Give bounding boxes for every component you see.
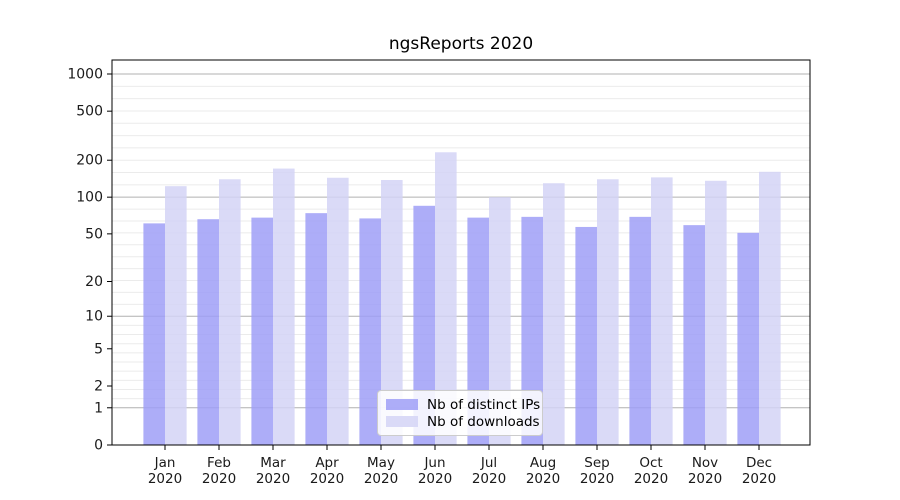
bar-distinct-ips [197, 219, 219, 445]
bar-distinct-ips [629, 216, 651, 445]
bar-downloads [489, 197, 511, 445]
y-tick-label: 200 [76, 153, 103, 169]
x-tick-label-month: Oct [639, 455, 662, 471]
x-tick-label-year: 2020 [526, 471, 560, 487]
legend-entry-downloads: Nb of downloads [386, 413, 540, 430]
bar-distinct-ips [737, 232, 759, 445]
x-tick-label-year: 2020 [364, 471, 398, 487]
x-tick-label-year: 2020 [742, 471, 776, 487]
y-tick-label: 1 [94, 400, 103, 416]
x-tick-label-year: 2020 [310, 471, 344, 487]
x-tick-label-year: 2020 [634, 471, 668, 487]
bar-distinct-ips [683, 225, 705, 445]
x-tick-label-year: 2020 [580, 471, 614, 487]
bar-downloads [651, 177, 673, 445]
bar-downloads [219, 179, 241, 445]
bar-downloads [597, 179, 619, 445]
bar-downloads [327, 177, 349, 445]
bar-distinct-ips [251, 217, 273, 445]
bar-distinct-ips [467, 217, 489, 445]
legend-entry-distinct-ips: Nb of distinct IPs [386, 396, 540, 413]
y-tick-label: 1000 [67, 67, 103, 83]
x-tick-label-year: 2020 [202, 471, 236, 487]
legend: Nb of distinct IPs Nb of downloads [377, 390, 543, 436]
x-tick-label-month: Aug [530, 455, 556, 471]
chart-title: ngsReports 2020 [388, 34, 534, 54]
legend-label-downloads: Nb of downloads [427, 413, 540, 430]
x-tick-label-month: Nov [692, 455, 718, 471]
x-tick-label-year: 2020 [256, 471, 290, 487]
bar-downloads [273, 168, 295, 445]
bar-distinct-ips [575, 226, 597, 445]
x-tick-label-month: Jul [480, 455, 497, 471]
bar-downloads [705, 180, 727, 445]
bar-distinct-ips [359, 218, 381, 445]
y-tick-label: 500 [76, 104, 103, 120]
x-tick-label-year: 2020 [418, 471, 452, 487]
y-tick-label: 2 [94, 379, 103, 395]
y-tick-label: 50 [85, 226, 103, 242]
legend-swatch-downloads [386, 416, 418, 427]
legend-swatch-distinct-ips [386, 399, 418, 410]
bar-downloads [381, 180, 403, 445]
bar-distinct-ips [521, 216, 543, 445]
plot-border [111, 59, 811, 446]
x-tick-label-year: 2020 [148, 471, 182, 487]
bar-downloads [543, 183, 565, 445]
x-tick-label-month: Sep [584, 455, 609, 471]
y-tick-label: 20 [85, 274, 103, 290]
bar-distinct-ips [305, 213, 327, 445]
y-tick-label: 5 [94, 341, 103, 357]
bar-downloads [435, 152, 457, 445]
x-tick-label-month: Jan [154, 455, 176, 471]
bar-distinct-ips [143, 223, 165, 445]
x-tick-label-year: 2020 [688, 471, 722, 487]
x-tick-label-month: Jun [423, 455, 445, 471]
x-tick-label-month: Feb [207, 455, 231, 471]
legend-label-distinct-ips: Nb of distinct IPs [427, 396, 541, 413]
x-tick-label-month: Apr [315, 455, 339, 471]
y-tick-label: 0 [94, 438, 103, 454]
x-tick-label-month: Dec [746, 455, 772, 471]
y-tick-label: 10 [85, 309, 103, 325]
y-tick-label: 100 [76, 190, 103, 206]
x-tick-label-month: May [367, 455, 395, 471]
x-tick-label-month: Mar [260, 455, 286, 471]
bar-downloads [165, 186, 187, 445]
bar-distinct-ips [413, 205, 435, 445]
bar-downloads [759, 171, 781, 445]
x-tick-label-year: 2020 [472, 471, 506, 487]
